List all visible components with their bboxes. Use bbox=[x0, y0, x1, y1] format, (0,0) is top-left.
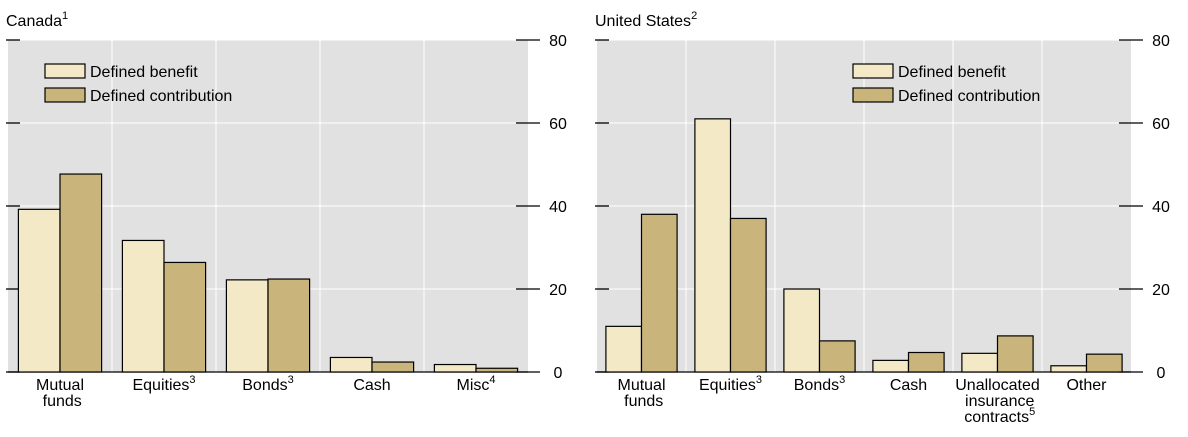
y-tick-label: 40 bbox=[549, 199, 567, 216]
x-tick-label: Bonds3 bbox=[794, 374, 846, 394]
y-tick-label: 0 bbox=[1157, 365, 1166, 382]
category-text: Mutual funds bbox=[36, 377, 84, 410]
superscript: 5 bbox=[1029, 406, 1035, 418]
bar bbox=[475, 367, 519, 373]
bar bbox=[59, 173, 103, 373]
bar bbox=[1050, 365, 1088, 373]
y-tick-label: 20 bbox=[1152, 282, 1170, 299]
x-tick-label: Cash bbox=[890, 377, 927, 394]
bar bbox=[371, 361, 415, 373]
x-tick-label: Equities3 bbox=[132, 374, 195, 394]
category-text: Unallocated insurance contracts bbox=[955, 377, 1040, 426]
bar bbox=[818, 340, 856, 373]
y-tick-label: 0 bbox=[554, 365, 563, 382]
bar bbox=[17, 208, 61, 373]
legend-label: Defined contribution bbox=[90, 88, 232, 105]
y-tick-label: 60 bbox=[1152, 116, 1170, 133]
legend-label: Defined benefit bbox=[90, 64, 198, 81]
superscript: 2 bbox=[691, 10, 697, 22]
title-text: United States bbox=[595, 13, 691, 30]
category-text: Bonds bbox=[794, 377, 839, 394]
x-tick-label: Bonds3 bbox=[242, 374, 294, 394]
bar bbox=[694, 118, 732, 373]
bar bbox=[329, 356, 373, 373]
chart-title: Canada1 bbox=[6, 10, 68, 30]
superscript: 3 bbox=[189, 374, 195, 386]
bar bbox=[783, 288, 821, 373]
bar bbox=[1085, 353, 1123, 373]
category-text: Cash bbox=[890, 377, 927, 394]
bar bbox=[907, 351, 945, 373]
category-text: Other bbox=[1066, 377, 1107, 394]
x-tick-label: Mutual funds bbox=[36, 377, 84, 410]
bar bbox=[267, 278, 311, 373]
legend-swatch bbox=[44, 63, 86, 79]
y-tick-label: 80 bbox=[549, 33, 567, 50]
y-tick-label: 60 bbox=[549, 116, 567, 133]
bar bbox=[996, 335, 1034, 373]
category-text: Mutual funds bbox=[617, 377, 665, 410]
bar bbox=[225, 279, 269, 373]
bar bbox=[872, 359, 910, 373]
bar bbox=[605, 325, 643, 373]
superscript: 4 bbox=[489, 374, 495, 386]
superscript: 3 bbox=[288, 374, 294, 386]
x-tick-label: Other bbox=[1066, 377, 1107, 394]
bar bbox=[729, 217, 767, 373]
legend-label: Defined benefit bbox=[898, 64, 1006, 81]
category-text: Bonds bbox=[242, 377, 287, 394]
bar bbox=[433, 363, 477, 373]
superscript: 3 bbox=[839, 374, 845, 386]
x-tick-label: Mutual funds bbox=[617, 377, 665, 410]
title-text: Canada bbox=[6, 13, 62, 30]
legend-swatch bbox=[44, 87, 86, 103]
x-tick-label: Misc4 bbox=[456, 374, 495, 394]
legend-label: Defined contribution bbox=[898, 88, 1040, 105]
y-tick-label: 20 bbox=[549, 282, 567, 299]
category-text: Misc bbox=[456, 377, 489, 394]
legend-swatch bbox=[852, 63, 894, 79]
category-text: Equities bbox=[699, 377, 756, 394]
bar bbox=[640, 213, 678, 373]
category-text: Equities bbox=[132, 377, 189, 394]
y-tick-label: 80 bbox=[1152, 33, 1170, 50]
superscript: 1 bbox=[62, 10, 68, 22]
x-tick-label: Unallocated insurance contracts5 bbox=[955, 377, 1040, 426]
bar bbox=[163, 261, 207, 373]
x-tick-label: Equities3 bbox=[699, 374, 762, 394]
category-text: Cash bbox=[353, 377, 390, 394]
bar bbox=[121, 239, 165, 373]
x-tick-label: Cash bbox=[353, 377, 390, 394]
chart-title: United States2 bbox=[595, 10, 697, 30]
y-tick-label: 40 bbox=[1152, 199, 1170, 216]
bar bbox=[961, 352, 999, 373]
superscript: 3 bbox=[756, 374, 762, 386]
legend-swatch bbox=[852, 87, 894, 103]
